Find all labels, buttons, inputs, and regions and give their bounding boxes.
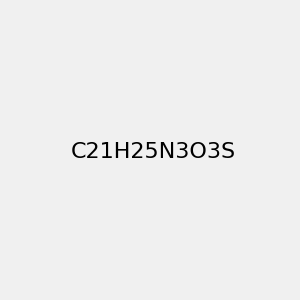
Text: C21H25N3O3S: C21H25N3O3S [71,142,236,161]
